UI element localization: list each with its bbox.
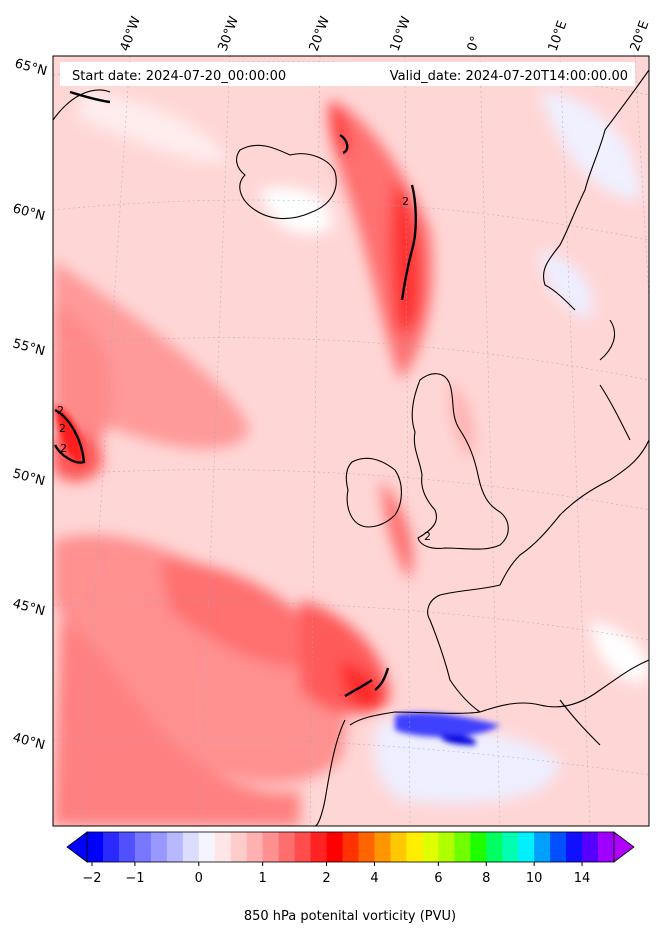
lat-label: 45°N <box>11 596 47 619</box>
colorbar-tick-label: 6 <box>434 871 442 886</box>
colorbar-segment <box>262 832 280 862</box>
colorbar-under-arrow <box>66 831 88 863</box>
colorbar-segment <box>358 832 375 862</box>
colorbar-frame <box>86 831 615 863</box>
colorbar-segment <box>550 832 567 862</box>
header-box <box>60 62 635 86</box>
colorbar-title: 850 hPa potenital vorticity (PVU) <box>244 909 456 924</box>
colorbar-segment <box>598 832 615 862</box>
colorbar-segment <box>230 832 248 862</box>
lon-label: 40°W <box>118 14 144 53</box>
colorbar-segment <box>406 832 423 862</box>
colorbar-segment <box>454 832 471 862</box>
colorbar-segment <box>134 832 152 862</box>
colorbar-segment <box>294 832 312 862</box>
valid-date-label: Valid_date: 2024-07-20T14:00:00.00 <box>390 69 628 84</box>
contour-label: 2 <box>402 195 409 208</box>
colorbar-segment <box>486 832 503 862</box>
lat-label: 50°N <box>11 466 47 489</box>
colorbar-segment <box>87 832 104 862</box>
colorbar-segment <box>310 832 328 862</box>
colorbar-segment <box>182 832 200 862</box>
colorbar-segment <box>422 832 439 862</box>
lon-label: 10°W <box>388 14 414 53</box>
colorbar-segment <box>278 832 296 862</box>
colorbar-segment <box>374 832 391 862</box>
lat-label: 60°N <box>11 201 47 224</box>
map-frame <box>52 55 650 827</box>
colorbar-segment <box>342 832 359 862</box>
colorbar: −2 −1 0 1 2 4 6 8 10 14 <box>66 831 635 886</box>
lon-label: 20°E <box>628 19 653 54</box>
colorbar-tick-label: −2 <box>82 871 101 886</box>
contour-label: 2 <box>424 530 431 543</box>
colorbar-segment <box>470 832 487 862</box>
colorbar-over-arrow <box>613 831 635 863</box>
start-date-label: Start date: 2024-07-20_00:00:00 <box>72 69 286 84</box>
colorbar-tick-label: 14 <box>574 871 591 886</box>
colorbar-tick-label: −1 <box>125 871 144 886</box>
lat-label: 65°N <box>13 56 49 79</box>
contour-label: 2 <box>57 404 64 417</box>
colorbar-segment <box>502 832 519 862</box>
lon-label: 10°E <box>546 19 571 54</box>
lon-label: 0° <box>465 34 484 53</box>
colorbar-segment <box>390 832 407 862</box>
colorbar-segment <box>326 832 344 862</box>
colorbar-segment <box>246 832 264 862</box>
lat-label: 55°N <box>11 336 47 359</box>
colorbar-tick-label: 2 <box>322 871 330 886</box>
colorbar-segment <box>150 832 168 862</box>
colorbar-segment <box>118 832 136 862</box>
colorbar-tick-label: 1 <box>259 871 267 886</box>
colorbar-segment <box>166 832 184 862</box>
colorbar-segment <box>566 832 583 862</box>
colorbar-segment <box>438 832 455 862</box>
colorbar-tick-label: 4 <box>370 871 378 886</box>
lon-label: 20°W <box>307 14 333 53</box>
colorbar-tick-label: 8 <box>482 871 490 886</box>
colorbar-tick-label: 10 <box>526 871 543 886</box>
colorbar-segment <box>214 832 232 862</box>
contour-label: 2 <box>59 422 66 435</box>
colorbar-segment <box>198 832 216 862</box>
colorbar-segment <box>534 832 551 862</box>
colorbar-segment <box>582 832 599 862</box>
lat-label: 40°N <box>11 730 47 753</box>
colorbar-segment <box>102 832 120 862</box>
colorbar-segment <box>518 832 535 862</box>
pv-field <box>53 56 649 826</box>
contour-label: 2 <box>60 442 67 455</box>
colorbar-tick-label: 0 <box>195 871 203 886</box>
lon-label: 30°W <box>216 14 242 53</box>
